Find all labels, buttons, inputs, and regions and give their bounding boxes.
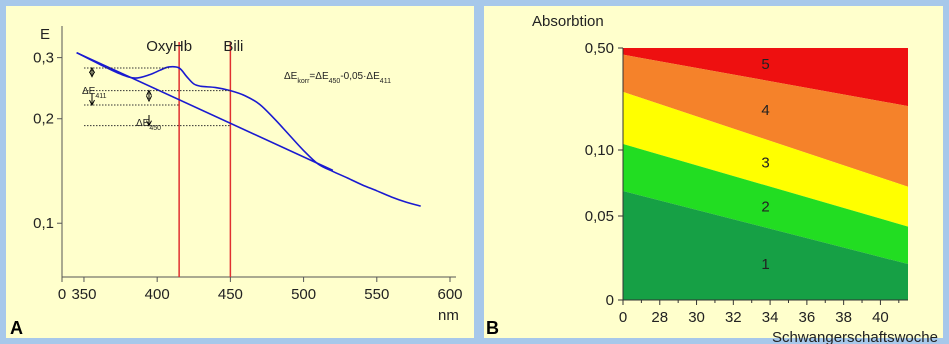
b-zone-label: 2 — [761, 198, 769, 215]
a-ylabel: E — [40, 26, 50, 43]
chart-a-svg: 0 350 400 450 500 550 600 0,3 0,2 0,1 OxyHb Bili E… — [10, 26, 463, 338]
a-x-tick-label: 400 — [145, 286, 170, 303]
a-baseline-line — [76, 51, 334, 172]
b-zone-2 — [623, 143, 908, 265]
panel-a: 0 350 400 450 500 550 600 0,3 0,2 0,1 OxyHb Bili E… — [6, 6, 474, 338]
a-x-tick-label: 550 — [364, 286, 389, 303]
a-de450-label: ΔE450 — [136, 118, 161, 132]
b-panel-label: B — [486, 318, 499, 338]
b-y-tick-label: 0,05 — [585, 208, 614, 225]
b-xlabel: Schwangerschaftswoche — [772, 329, 938, 344]
a-y-tick-label: 0,2 — [33, 111, 54, 128]
a-arrow-de411-top-head-bottom — [89, 71, 95, 78]
b-x-tick-label: 32 — [725, 309, 742, 326]
b-zone-label: 5 — [761, 56, 769, 73]
a-arrow-de450-top-head-bottom — [146, 95, 152, 103]
b-zone-5 — [623, 48, 908, 107]
a-de411-label: ΔE411 — [82, 86, 107, 100]
b-zone-3 — [623, 91, 908, 227]
b-zone-1 — [623, 191, 908, 300]
a-xlabel: nm — [438, 307, 459, 324]
a-arrow-de411-top-head-top — [89, 66, 95, 74]
a-arrow-de411-bottom — [89, 99, 95, 107]
b-zone-label: 4 — [761, 102, 769, 119]
b-ylabel: Absorbtion — [532, 13, 604, 30]
b-x-tick-label: 34 — [762, 309, 779, 326]
a-vline-label: OxyHb — [146, 38, 192, 55]
a-spectrum-curve — [76, 51, 421, 207]
a-arrow-de450-top-head-top — [146, 89, 152, 96]
a-x-tick-label: 0 — [58, 286, 66, 303]
b-x-tick-label: 38 — [835, 309, 852, 326]
a-vline-label: Bili — [223, 38, 243, 55]
b-zone-4 — [623, 54, 908, 187]
a-x-tick-label: 600 — [437, 286, 462, 303]
b-y-tick-label: 0,10 — [585, 142, 614, 159]
a-panel-label: A — [10, 318, 23, 338]
b-y-tick-label: 0,50 — [585, 40, 614, 57]
b-x-tick-label: 40 — [872, 309, 889, 326]
a-y-tick-label: 0,3 — [33, 50, 54, 67]
b-x-tick-label: 30 — [688, 309, 705, 326]
b-x-tick-label: 0 — [619, 309, 627, 326]
b-zone-label: 3 — [761, 154, 769, 171]
b-x-tick-label: 28 — [651, 309, 668, 326]
a-x-tick-label: 450 — [218, 286, 243, 303]
b-zone-label: 1 — [761, 256, 769, 273]
a-x-tick-label: 500 — [291, 286, 316, 303]
a-x-tick-label: 350 — [71, 286, 96, 303]
a-y-tick-label: 0,1 — [33, 215, 54, 232]
a-arrow-de450-bottom — [146, 120, 152, 127]
b-x-tick-label: 36 — [799, 309, 816, 326]
b-y-tick-label: 0 — [606, 292, 614, 309]
a-formula: ΔEkorr=ΔE450-0,05·ΔE411 — [284, 71, 391, 85]
